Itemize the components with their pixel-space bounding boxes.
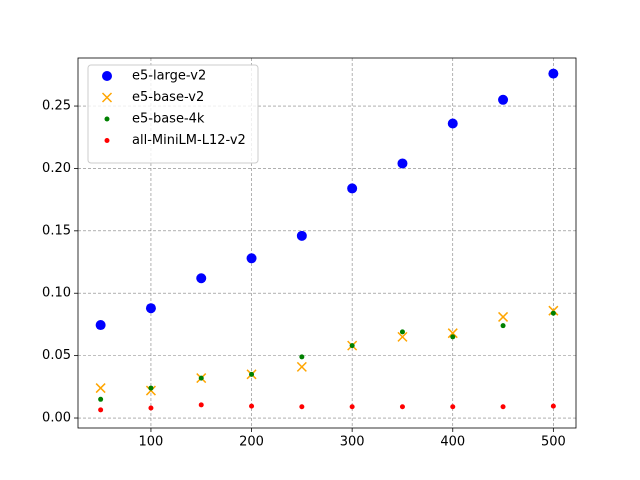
point [500, 404, 506, 410]
point [550, 403, 556, 409]
point [196, 273, 207, 284]
x-tick-label: 300 [340, 435, 365, 450]
x-tick-label: 400 [440, 435, 465, 450]
point [145, 303, 156, 314]
point [246, 253, 257, 264]
point [550, 310, 556, 316]
point [148, 385, 154, 391]
legend-marker [102, 71, 112, 81]
point [296, 361, 307, 372]
x-tick-label: 100 [139, 435, 164, 450]
legend-label: e5-base-v2 [132, 90, 204, 105]
point [450, 404, 456, 410]
point [95, 320, 106, 331]
x-tick-label: 500 [541, 435, 566, 450]
y-tick-label: 0.20 [42, 161, 71, 176]
point [399, 404, 405, 410]
point [198, 402, 204, 408]
point [447, 118, 458, 129]
point [349, 404, 355, 410]
y-tick-label: 0.10 [42, 286, 71, 301]
legend-label: all-MiniLM-L12-v2 [132, 133, 246, 148]
legend-label: e5-base-4k [132, 112, 205, 127]
point [397, 158, 408, 169]
point [299, 354, 305, 360]
point [450, 334, 456, 340]
plot-frame [77, 57, 577, 429]
y-tick-label: 0.05 [42, 348, 71, 363]
y-tick-label: 0.25 [42, 99, 71, 114]
point [500, 323, 506, 329]
legend-label: e5-large-v2 [132, 69, 206, 84]
legend-marker [104, 116, 110, 122]
x-tick-label: 200 [239, 435, 264, 450]
point [95, 383, 106, 394]
point [498, 94, 509, 105]
point [498, 311, 509, 322]
y-tick-label: 0.15 [42, 223, 71, 238]
point [98, 396, 104, 402]
point [548, 68, 559, 79]
point [349, 343, 355, 349]
point [347, 183, 358, 194]
legend-box [87, 64, 259, 164]
point [296, 230, 307, 241]
legend-marker [101, 92, 113, 103]
y-tick-label: 0.00 [42, 411, 71, 426]
point [249, 403, 255, 409]
point [299, 404, 305, 410]
point [249, 371, 255, 377]
point [198, 375, 204, 381]
point [447, 328, 458, 339]
point [397, 331, 408, 342]
point [98, 407, 104, 413]
point [148, 405, 154, 411]
point [399, 329, 405, 335]
legend-marker [104, 138, 110, 143]
